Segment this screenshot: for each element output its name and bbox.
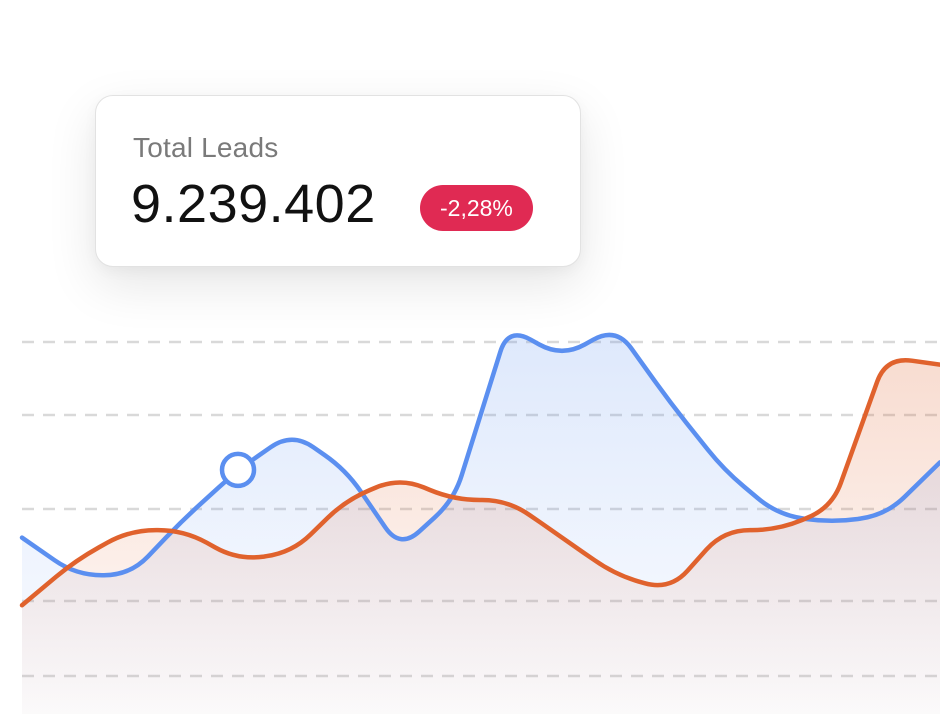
series-point-orange-15 xyxy=(830,506,834,510)
chart-markers xyxy=(219,451,257,489)
series-point-orange-7 xyxy=(398,475,402,479)
series-point-blue-6 xyxy=(344,468,348,472)
series-point-blue-16 xyxy=(884,513,888,517)
total-leads-card: Total Leads 9.239.402 -2,28% xyxy=(95,95,581,267)
chart-lines xyxy=(19,325,940,608)
series-point-blue-13 xyxy=(722,468,726,472)
series-line-orange xyxy=(19,357,940,608)
card-value: 9.239.402 xyxy=(131,174,376,234)
card-label: Total Leads xyxy=(133,132,279,163)
series-point-blue-2 xyxy=(128,573,132,577)
series-point-orange-1 xyxy=(74,558,78,562)
series-point-blue-10 xyxy=(560,355,564,359)
series-point-orange-9 xyxy=(506,498,510,502)
series-point-orange-5 xyxy=(290,551,294,555)
series-point-blue-15 xyxy=(830,521,834,525)
series-point-orange-10 xyxy=(560,536,564,540)
series-point-blue-1 xyxy=(74,573,78,577)
series-point-blue-7 xyxy=(398,547,402,551)
series-point-orange-6 xyxy=(344,498,348,502)
series-point-orange-13 xyxy=(722,528,726,532)
series-point-orange-14 xyxy=(776,528,780,532)
series-point-orange-11 xyxy=(614,573,618,577)
series-point-orange-12 xyxy=(668,588,672,592)
change-badge: -2,28% xyxy=(420,185,533,231)
series-point-blue-12 xyxy=(668,400,672,404)
series-point-blue-0 xyxy=(20,536,24,540)
series-point-orange-2 xyxy=(128,528,132,532)
series-point-blue-5 xyxy=(290,430,294,434)
series-area-orange xyxy=(22,360,940,714)
series-point-orange-16 xyxy=(884,355,888,359)
series-point-blue-3 xyxy=(182,517,186,521)
series-point-orange-0 xyxy=(20,603,24,607)
series-point-blue-11 xyxy=(614,325,618,329)
highlight-marker xyxy=(219,451,257,489)
series-point-blue-14 xyxy=(776,513,780,517)
series-point-orange-4 xyxy=(236,558,240,562)
series-line-blue xyxy=(19,332,940,578)
series-point-blue-9 xyxy=(506,325,510,329)
chart-areas xyxy=(22,334,940,714)
series-point-orange-3 xyxy=(182,528,186,532)
series-point-orange-8 xyxy=(452,498,456,502)
